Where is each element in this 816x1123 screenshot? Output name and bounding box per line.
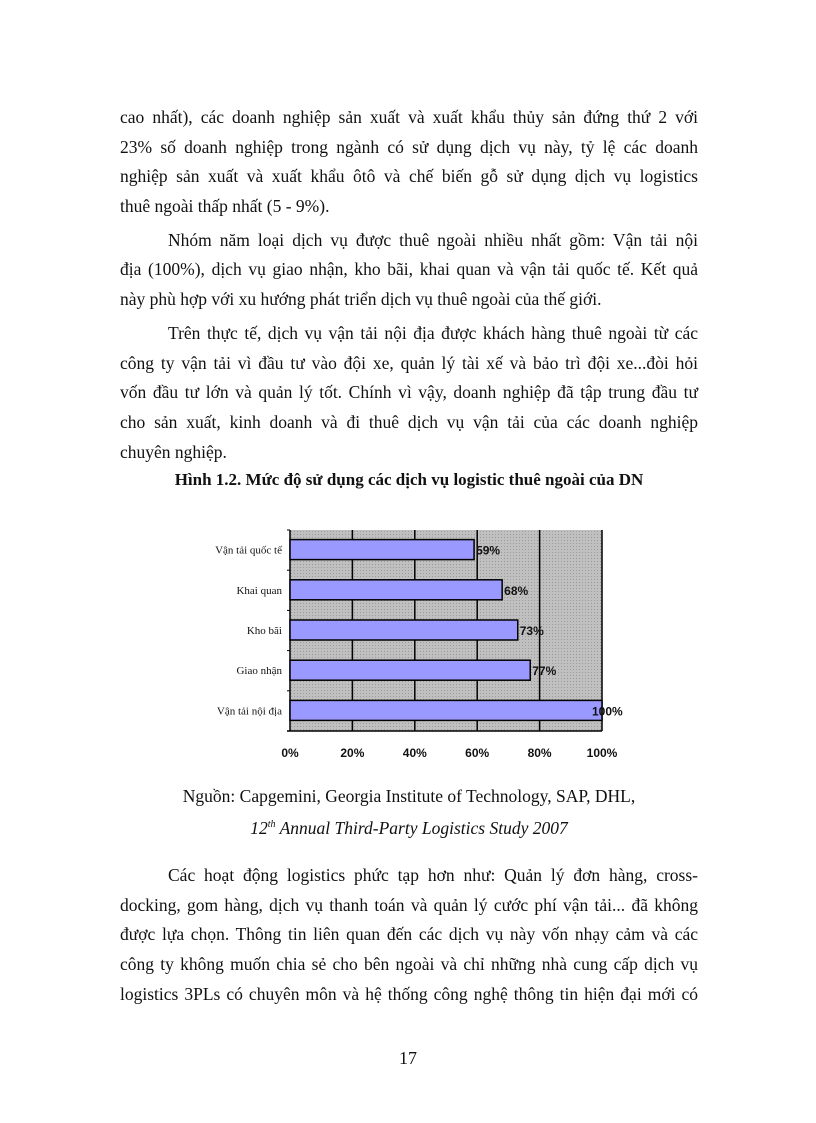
source-edition: 12 <box>250 818 268 838</box>
text-line: được lựa chọn. Thông tin liên quan đến c… <box>120 924 698 945</box>
bar <box>289 619 519 641</box>
data-label: 77% <box>532 664 556 678</box>
page-number: 17 <box>399 1048 417 1068</box>
source-title: Annual Third-Party Logistics Study 2007 <box>275 818 568 838</box>
paragraph: cao nhất), các doanh nghiệp sản xuất và … <box>120 103 698 222</box>
category-label: Khai quan <box>236 585 282 597</box>
text-line: 23% số doanh nghiệp trong ngành có sử dụ… <box>120 136 698 157</box>
paragraph: Các hoạt động logistics phức tạp hơn như… <box>120 861 698 1009</box>
text-line: này phù hợp với xu hướng phát triển dịch… <box>120 289 602 310</box>
data-label: 73% <box>520 624 544 638</box>
bar-chart: 0% 20% 40% 60% 80% 100% Vận tải quốc tế 59% Khai… <box>215 529 623 760</box>
text-line: chuyên nghiệp. <box>120 441 227 462</box>
source-edition-suffix: th <box>267 819 276 831</box>
text-line: cho sản xuất, kinh doanh và đi thuê dịch… <box>120 411 698 432</box>
text-line: thuê ngoài thấp nhất (5 - 9%). <box>120 196 330 217</box>
bar <box>289 538 475 561</box>
text-line: vốn đầu tư lớn và quản lý tốt. Chính vì … <box>120 382 698 403</box>
x-tick-label: 0% <box>281 746 299 760</box>
body-text-bottom: Các hoạt động logistics phức tạp hơn như… <box>120 861 698 1009</box>
category-label: Vận tải quốc tế <box>215 545 283 557</box>
text-line: docking, gom hàng, dịch vụ thanh toán và… <box>120 894 698 915</box>
data-label: 68% <box>504 584 528 598</box>
paragraph: Trên thực tế, dịch vụ vận tải nội địa đư… <box>120 319 698 467</box>
data-label: 59% <box>476 544 500 558</box>
x-tick-label: 40% <box>403 746 427 760</box>
bar <box>289 699 603 722</box>
bar <box>289 659 531 681</box>
source-line-1: Nguồn: Capgemini, Georgia Institute of T… <box>182 786 636 806</box>
text-line: cao nhất), các doanh nghiệp sản xuất và … <box>120 107 698 127</box>
x-tick-label: 100% <box>587 746 618 760</box>
bar <box>289 579 503 601</box>
x-tick-label: 60% <box>465 746 489 760</box>
text-line: Trên thực tế, dịch vụ vận tải nội địa đư… <box>168 322 698 343</box>
text-line: logistics 3PLs có chuyên môn và hệ thống… <box>120 983 698 1004</box>
text-line: Nhóm năm loại dịch vụ được thuê ngoài nh… <box>168 229 698 250</box>
category-label: Vận tải nội địa <box>217 705 282 717</box>
body-text-top: cao nhất), các doanh nghiệp sản xuất và … <box>120 103 698 467</box>
text-line: công ty vận tải vì đầu tư vào đội xe, qu… <box>120 352 698 373</box>
text-line: địa (100%), dịch vụ giao nhận, kho bãi, … <box>120 259 698 280</box>
category-label: Giao nhận <box>236 665 282 677</box>
category-label: Kho bãi <box>247 625 282 637</box>
x-tick-label: 80% <box>528 746 552 760</box>
text-line: Các hoạt động logistics phức tạp hơn như… <box>168 865 698 885</box>
source-line-2: 12th Annual Third-Party Logistics Study … <box>120 818 698 839</box>
x-tick-label: 20% <box>340 746 364 760</box>
text-line: nghiệp sản xuất và xuất khẩu ôtô và chế … <box>120 166 698 187</box>
figure-caption: Hình 1.2. Mức độ sử dụng các dịch vụ log… <box>174 470 644 489</box>
text-line: công ty không muốn chia sẻ cho bên ngoài… <box>120 954 698 975</box>
paragraph: Nhóm năm loại dịch vụ được thuê ngoài nh… <box>120 226 698 315</box>
data-label: 100% <box>592 704 623 718</box>
